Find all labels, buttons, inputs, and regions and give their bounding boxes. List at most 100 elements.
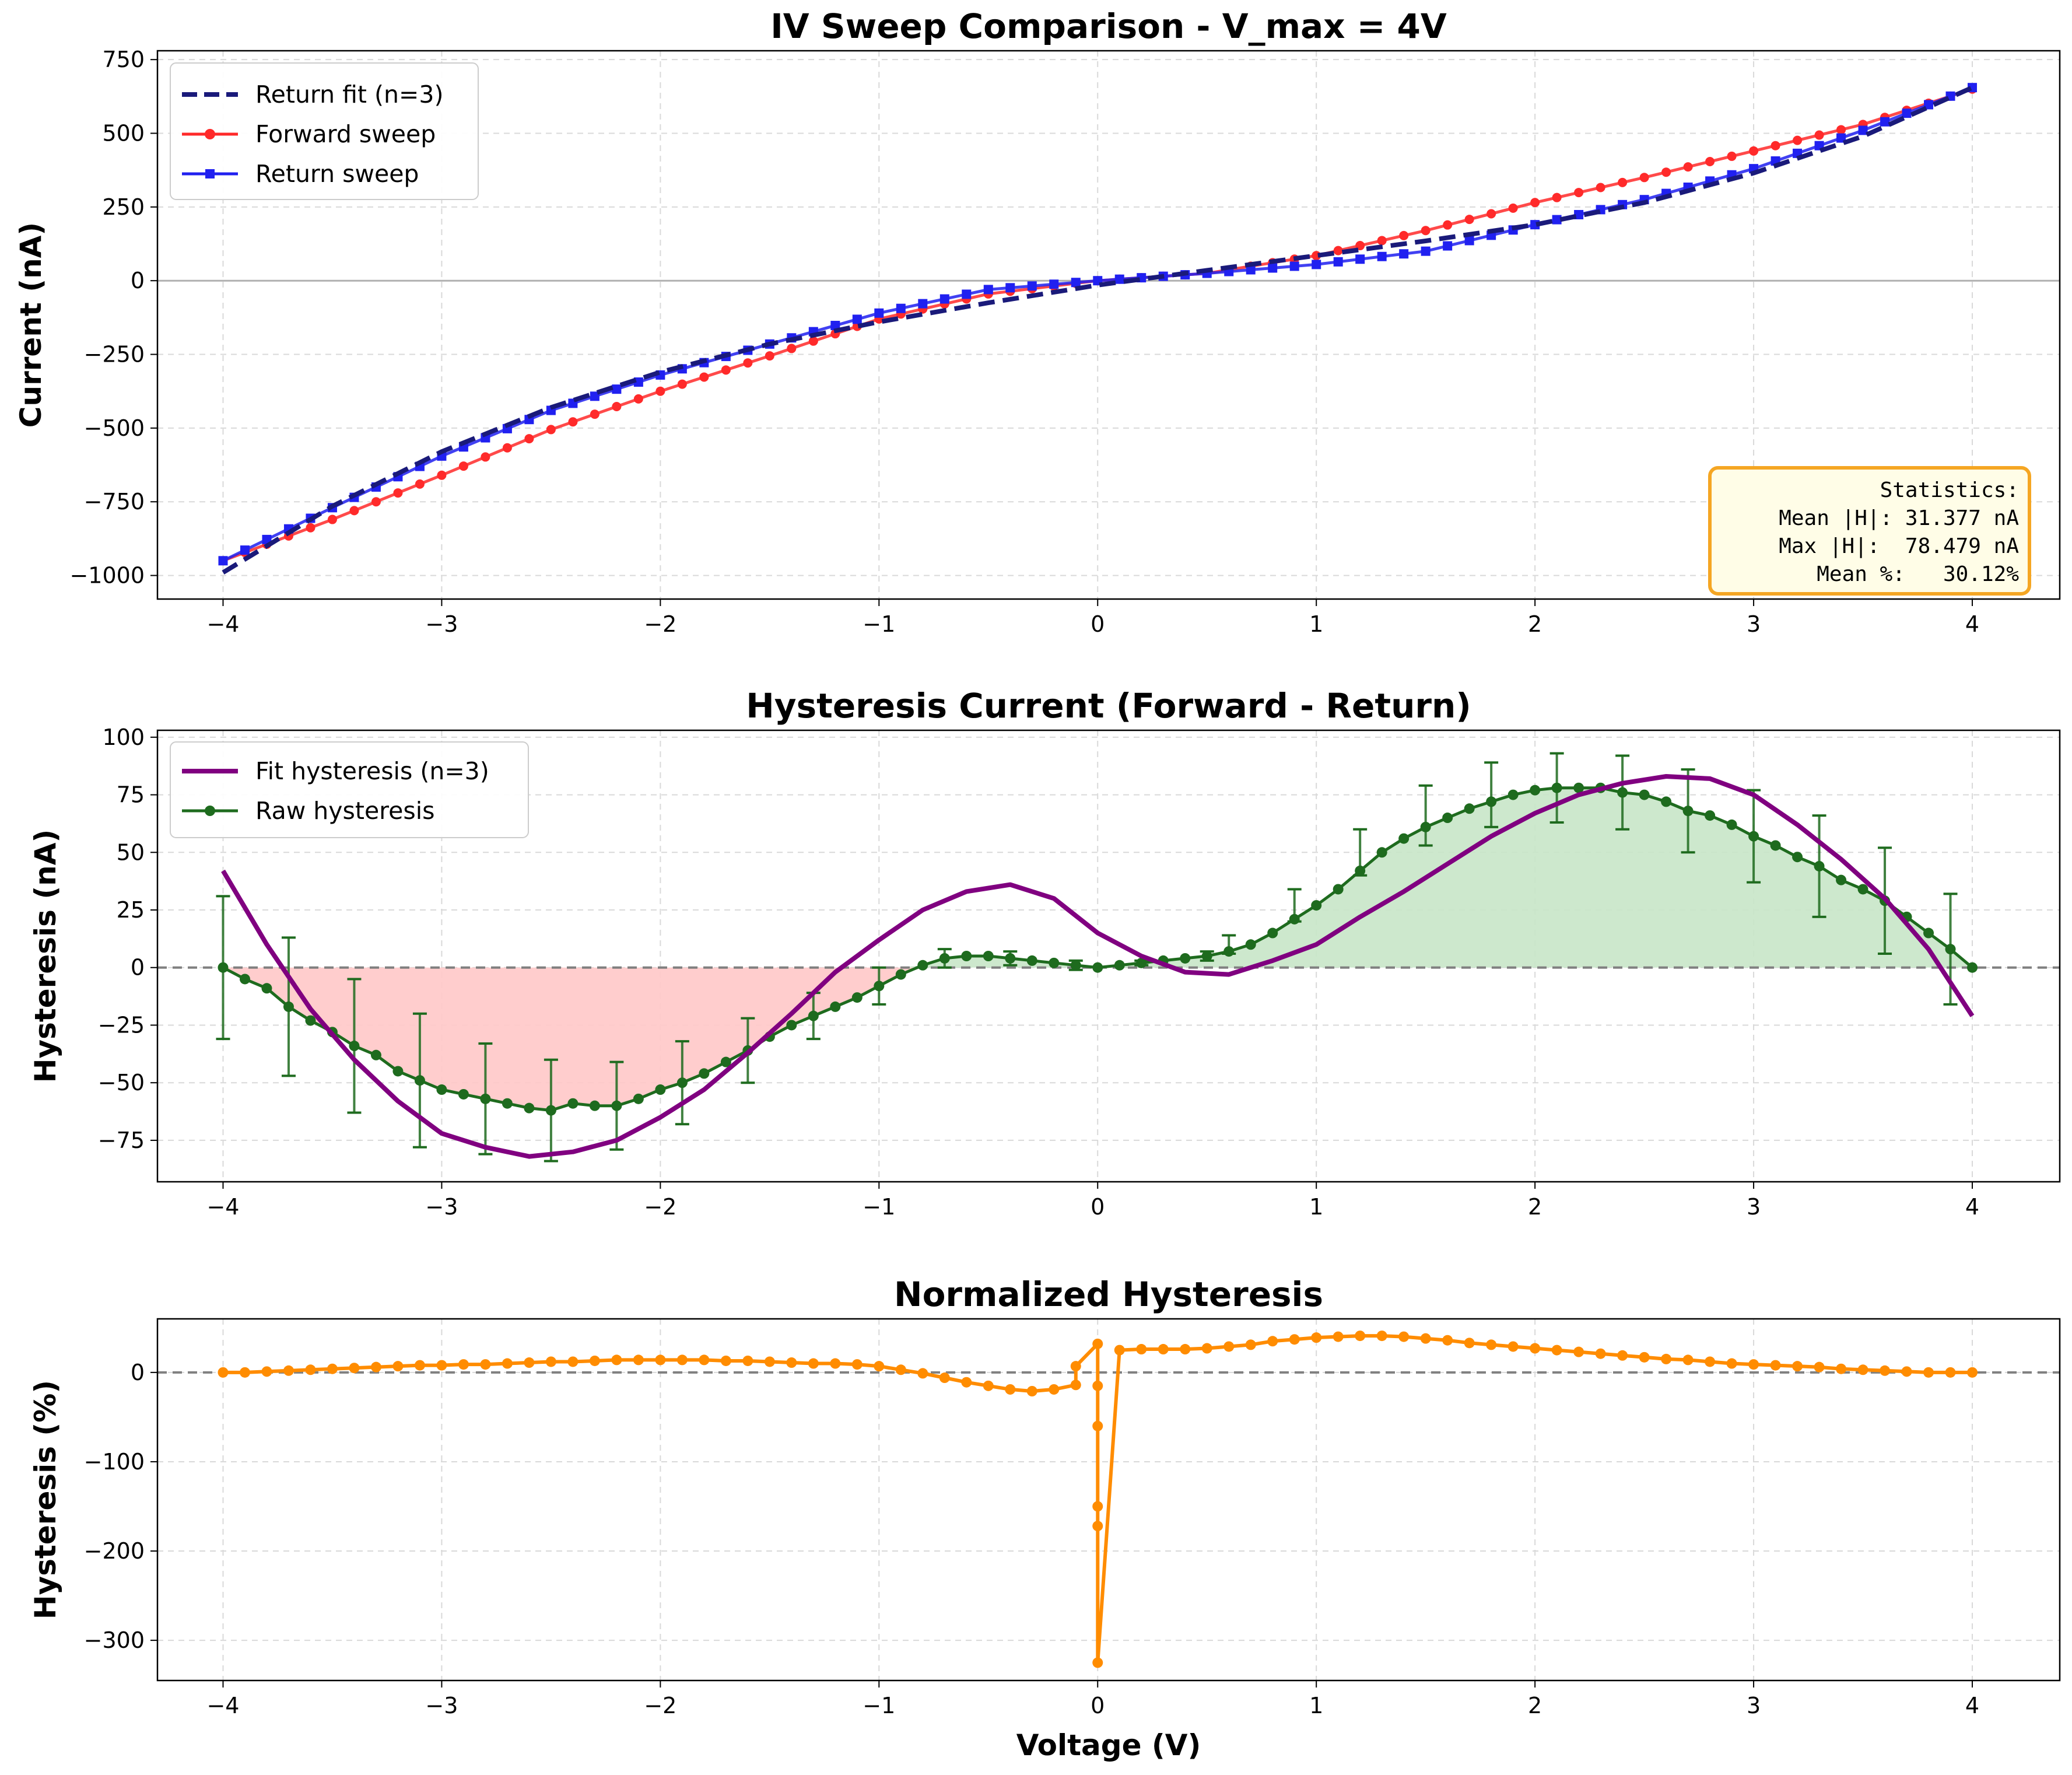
- forward-sweep-point: [699, 372, 709, 382]
- normalized-hysteresis-point: [1398, 1331, 1410, 1342]
- normalized-hysteresis-point: [1530, 1343, 1541, 1354]
- normalized-hysteresis-point: [218, 1367, 229, 1378]
- normalized-hysteresis-point: [1595, 1348, 1606, 1359]
- normalized-hysteresis-point: [1420, 1333, 1431, 1344]
- axes-frame: [156, 1318, 2061, 1682]
- normalized-hysteresis-point: [1857, 1364, 1868, 1375]
- normalized-hysteresis-point: [1923, 1367, 1934, 1378]
- y-tick-label: −100: [84, 1449, 145, 1475]
- return-sweep-point: [874, 308, 884, 318]
- raw-hysteresis-point: [436, 1084, 447, 1095]
- raw-hysteresis-point: [283, 1001, 294, 1012]
- return-sweep-point: [1421, 246, 1431, 256]
- axes-panel-2: −4 −3 −2 −1 0 1 2 3 4 −75 −50 −25 0 25 50 75 100 Hysteres…: [29, 686, 2061, 1220]
- raw-hysteresis-point: [1923, 927, 1934, 939]
- normalized-hysteresis-point: [1770, 1360, 1781, 1371]
- forward-sweep-point: [1814, 130, 1824, 140]
- normalized-hysteresis-point: [1814, 1361, 1825, 1373]
- legend-label: Return sweep: [255, 160, 419, 188]
- x-tick-label: 4: [1965, 1693, 1979, 1718]
- raw-hysteresis-point: [1836, 874, 1847, 885]
- raw-hysteresis-point: [458, 1088, 469, 1100]
- forward-sweep-point: [677, 379, 687, 389]
- raw-hysteresis-point: [808, 1010, 819, 1021]
- raw-hysteresis-point: [1792, 852, 1803, 863]
- normalized-hysteresis-point: [589, 1355, 600, 1366]
- return-sweep-point: [1924, 100, 1934, 110]
- normalized-hysteresis-point: [1092, 1338, 1103, 1349]
- return-sweep-point: [1312, 260, 1321, 269]
- forward-sweep-point: [1399, 230, 1409, 240]
- normalized-hysteresis-point: [1682, 1354, 1694, 1366]
- forward-sweep-point: [1333, 246, 1343, 255]
- normalized-hysteresis-point: [1551, 1345, 1562, 1356]
- raw-hysteresis-point: [1245, 939, 1256, 950]
- return-sweep-point: [1005, 283, 1015, 293]
- y-tick-label: 0: [131, 1360, 145, 1385]
- raw-hysteresis-point: [1551, 782, 1562, 793]
- x-tick-label: −2: [644, 1194, 676, 1220]
- normalized-hysteresis-point: [1464, 1338, 1475, 1349]
- positive-hysteresis-fill: [223, 787, 1973, 968]
- return-sweep-point: [1858, 125, 1868, 135]
- raw-hysteresis-point: [1573, 782, 1584, 793]
- normalized-hysteresis-point: [1158, 1344, 1169, 1355]
- normalized-hysteresis-point: [655, 1354, 666, 1366]
- normalized-hysteresis-point: [1880, 1365, 1891, 1376]
- normalized-hysteresis-point: [1070, 1380, 1081, 1391]
- raw-hysteresis-point: [830, 1001, 841, 1012]
- raw-hysteresis-point: [1464, 803, 1475, 814]
- y-tick-label: 50: [117, 839, 145, 865]
- normalized-hysteresis-point: [874, 1361, 885, 1372]
- forward-sweep-point: [1683, 162, 1693, 172]
- y-tick-label: 250: [102, 194, 145, 220]
- raw-hysteresis-point: [524, 1102, 535, 1114]
- statistics-line: Max |H|: 78.479 nA: [1779, 534, 2019, 558]
- raw-hysteresis-point: [1092, 962, 1103, 973]
- x-tick-label: −1: [863, 1194, 895, 1220]
- x-tick-label: 0: [1091, 1194, 1105, 1220]
- raw-hysteresis-point: [851, 992, 863, 1003]
- normalized-hysteresis-point: [414, 1360, 425, 1371]
- raw-hysteresis-point: [1114, 960, 1125, 971]
- raw-hysteresis-point: [633, 1093, 644, 1104]
- return-sweep-point: [1071, 278, 1081, 288]
- raw-hysteresis-point: [983, 951, 994, 961]
- x-tick-label: 0: [1091, 611, 1105, 637]
- legend-label: Fit hysteresis (n=3): [255, 757, 489, 785]
- return-sweep-point: [1377, 251, 1387, 261]
- normalized-hysteresis-point: [917, 1368, 928, 1379]
- raw-hysteresis-point: [1049, 957, 1060, 968]
- return-sweep-point: [1114, 274, 1124, 284]
- forward-sweep-point: [1749, 146, 1759, 156]
- forward-sweep-point: [1530, 198, 1540, 208]
- raw-hysteresis-point: [1070, 960, 1081, 971]
- normalized-hysteresis-point: [1070, 1361, 1081, 1372]
- x-tick-label: 3: [1747, 1693, 1761, 1718]
- normalized-hysteresis-point: [1617, 1350, 1628, 1361]
- normalized-hysteresis-point: [261, 1366, 272, 1377]
- normalized-hysteresis-point: [1092, 1420, 1103, 1431]
- forward-sweep-point: [458, 461, 468, 471]
- normalized-hysteresis-point: [1114, 1345, 1125, 1356]
- normalized-hysteresis-point: [699, 1354, 710, 1366]
- y-tick-label: −1000: [69, 563, 145, 589]
- raw-hysteresis-point: [1639, 789, 1650, 800]
- normalized-hysteresis-point: [961, 1377, 972, 1388]
- normalized-hysteresis-point: [1005, 1384, 1016, 1395]
- forward-sweep-point: [306, 523, 315, 533]
- x-tick-label: 1: [1309, 1194, 1323, 1220]
- forward-sweep-point: [655, 386, 665, 396]
- forward-sweep-point: [765, 351, 774, 361]
- normalized-hysteresis-point: [392, 1361, 404, 1372]
- raw-hysteresis-point: [1945, 944, 1956, 955]
- forward-sweep-point: [481, 452, 490, 462]
- return-sweep-point: [852, 314, 862, 324]
- x-tick-label: 1: [1309, 611, 1323, 637]
- normalized-hysteresis-point: [1136, 1344, 1147, 1355]
- forward-sweep-point: [1793, 135, 1803, 145]
- return-sweep-point: [1464, 236, 1474, 246]
- raw-hysteresis-point: [1530, 785, 1541, 796]
- raw-hysteresis-point: [1661, 796, 1672, 807]
